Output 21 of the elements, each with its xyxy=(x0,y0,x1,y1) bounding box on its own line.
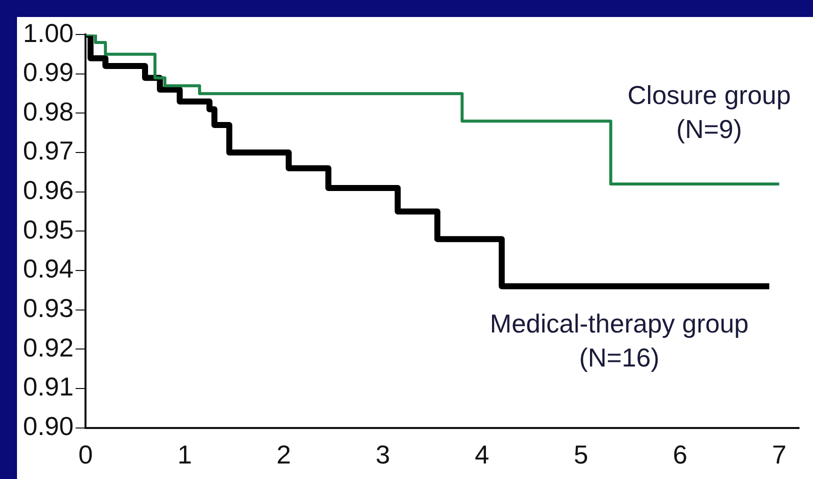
y-tick-label: 0.92 xyxy=(22,332,74,362)
y-tick-label: 0.99 xyxy=(22,57,74,88)
y-tick-label: 0.98 xyxy=(22,96,74,126)
y-tick-label: 1.00 xyxy=(22,18,74,48)
x-tick-label: 3 xyxy=(376,440,390,470)
x-tick-label: 6 xyxy=(672,440,688,470)
y-tick-label: 0.96 xyxy=(22,175,74,206)
y-tick-label: 0.97 xyxy=(22,136,74,166)
y-tick-label: 0.90 xyxy=(22,410,74,441)
y-tick-label: 0.94 xyxy=(22,254,74,284)
series-label: Closure group (N=9) xyxy=(628,80,791,144)
x-tick-label: 1 xyxy=(177,440,192,470)
y-tick-label: 0.91 xyxy=(22,372,74,402)
x-tick-label: 0 xyxy=(78,440,93,470)
y-tick-label: 0.93 xyxy=(22,293,74,324)
x-tick-label: 7 xyxy=(772,440,786,470)
x-tick-label: 5 xyxy=(574,440,588,470)
x-tick-label: 2 xyxy=(276,440,292,470)
x-tick-label: 4 xyxy=(474,440,490,470)
series-label: Medical-therapy group (N=16) xyxy=(490,308,749,372)
y-tick-label: 0.95 xyxy=(22,214,74,244)
